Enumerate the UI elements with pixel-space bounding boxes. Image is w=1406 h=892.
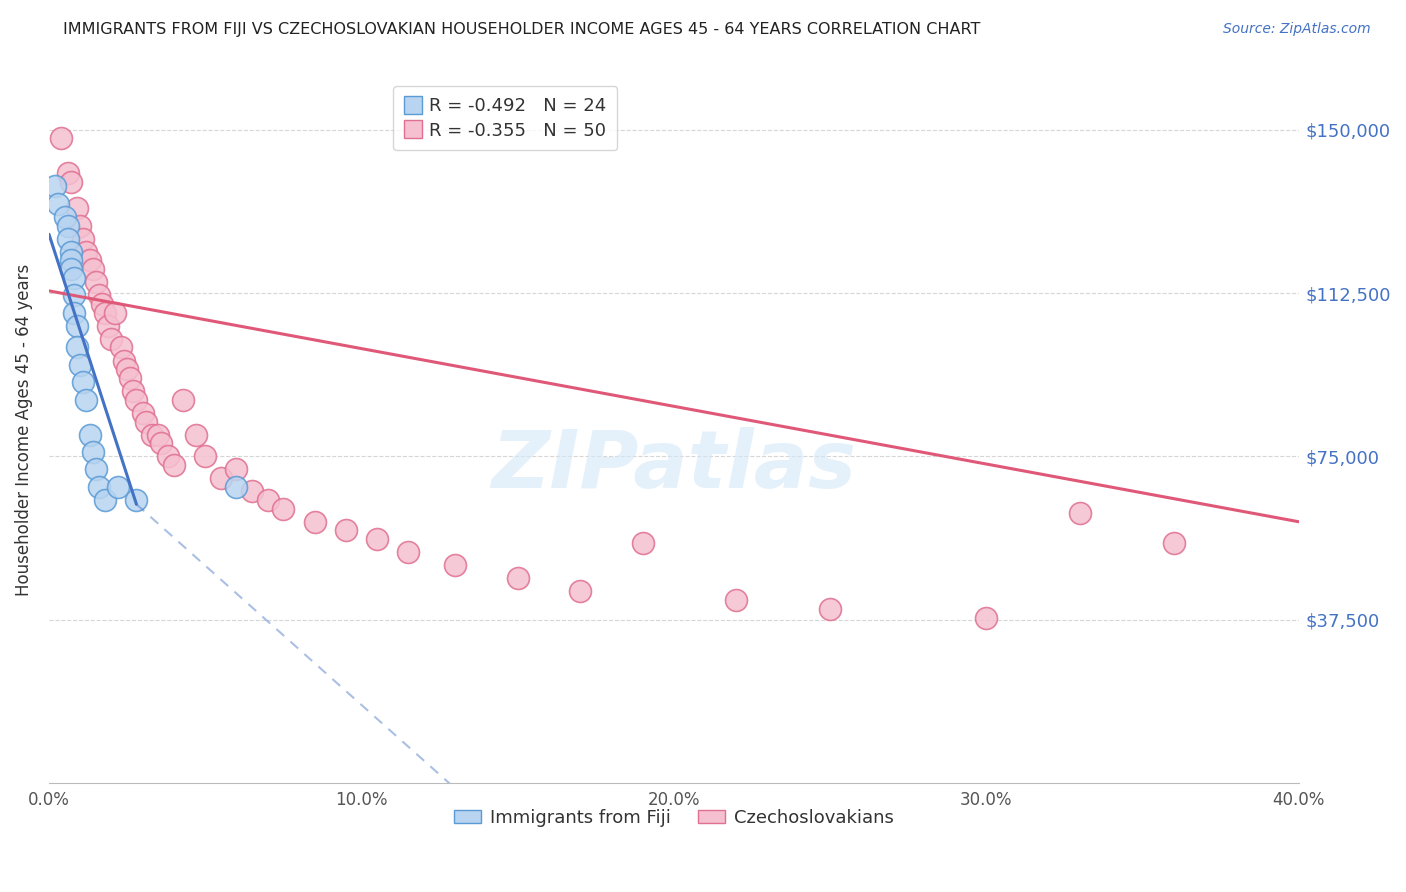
Point	[69, 219, 91, 233]
Legend: Immigrants from Fiji, Czechoslovakians: Immigrants from Fiji, Czechoslovakians	[447, 802, 901, 834]
Point	[271, 501, 294, 516]
Point	[150, 436, 173, 450]
Point	[63, 305, 86, 319]
Point	[51, 131, 73, 145]
Point	[506, 571, 529, 585]
Point	[1163, 536, 1185, 550]
Point	[75, 392, 97, 407]
Point	[110, 341, 132, 355]
Point	[66, 201, 89, 215]
Point	[107, 480, 129, 494]
Point	[225, 480, 247, 494]
Point	[335, 524, 357, 538]
Point	[56, 219, 79, 233]
Text: ZIPatlas: ZIPatlas	[491, 426, 856, 505]
Point	[75, 244, 97, 259]
Point	[974, 610, 997, 624]
Point	[131, 406, 153, 420]
Point	[53, 210, 76, 224]
Point	[82, 445, 104, 459]
Point	[44, 179, 66, 194]
Point	[63, 270, 86, 285]
Point	[63, 288, 86, 302]
Point	[94, 492, 117, 507]
Point	[366, 532, 388, 546]
Point	[569, 584, 592, 599]
Point	[46, 196, 69, 211]
Point	[725, 593, 748, 607]
Point	[66, 318, 89, 333]
Point	[87, 288, 110, 302]
Point	[156, 450, 179, 464]
Point	[72, 376, 94, 390]
Point	[84, 462, 107, 476]
Point	[122, 384, 145, 398]
Point	[79, 427, 101, 442]
Point	[256, 492, 278, 507]
Point	[184, 427, 207, 442]
Y-axis label: Householder Income Ages 45 - 64 years: Householder Income Ages 45 - 64 years	[15, 264, 32, 597]
Point	[112, 353, 135, 368]
Point	[59, 175, 82, 189]
Point	[56, 166, 79, 180]
Point	[135, 415, 157, 429]
Point	[1069, 506, 1091, 520]
Point	[444, 558, 467, 573]
Text: Source: ZipAtlas.com: Source: ZipAtlas.com	[1223, 22, 1371, 37]
Point	[59, 262, 82, 277]
Point	[94, 305, 117, 319]
Point	[91, 297, 114, 311]
Point	[148, 427, 170, 442]
Point	[125, 492, 148, 507]
Point	[72, 231, 94, 245]
Point	[56, 231, 79, 245]
Point	[125, 392, 148, 407]
Text: IMMIGRANTS FROM FIJI VS CZECHOSLOVAKIAN HOUSEHOLDER INCOME AGES 45 - 64 YEARS CO: IMMIGRANTS FROM FIJI VS CZECHOSLOVAKIAN …	[63, 22, 980, 37]
Point	[120, 371, 142, 385]
Point	[163, 458, 186, 472]
Point	[818, 602, 841, 616]
Point	[172, 392, 194, 407]
Point	[82, 262, 104, 277]
Point	[97, 318, 120, 333]
Point	[209, 471, 232, 485]
Point	[79, 253, 101, 268]
Point	[115, 362, 138, 376]
Point	[141, 427, 163, 442]
Point	[87, 480, 110, 494]
Point	[69, 358, 91, 372]
Point	[84, 275, 107, 289]
Point	[59, 253, 82, 268]
Point	[225, 462, 247, 476]
Point	[396, 545, 419, 559]
Point	[631, 536, 654, 550]
Point	[59, 244, 82, 259]
Point	[240, 484, 263, 499]
Point	[66, 341, 89, 355]
Point	[304, 515, 326, 529]
Point	[194, 450, 217, 464]
Point	[103, 305, 125, 319]
Point	[100, 332, 122, 346]
